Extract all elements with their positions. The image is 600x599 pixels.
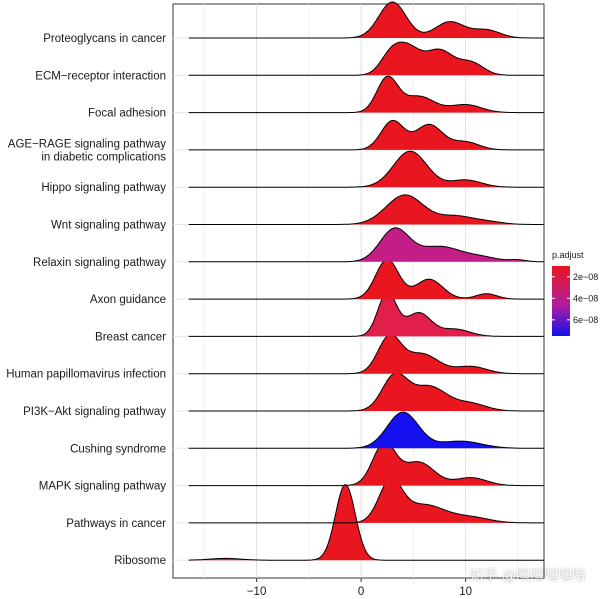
ridge-fill (188, 2, 544, 38)
y-axis-label: Breast cancer (95, 331, 166, 343)
ridge-outline (188, 41, 544, 76)
ridge-fill (188, 334, 544, 374)
x-tick-label: 10 (459, 586, 472, 598)
ridge-fill (188, 442, 544, 486)
ridge-outline (188, 75, 544, 114)
ridge-outline (188, 333, 544, 375)
ridge-outline (188, 484, 544, 561)
y-axis-label: Hippo signaling pathway (41, 182, 166, 194)
legend-tick-label: 2e−08 (573, 272, 598, 282)
ridge-fill (188, 372, 544, 411)
y-axis-label: Proteoglycans in cancer (43, 33, 166, 45)
ridge-outline (188, 441, 544, 487)
ridge-outline (188, 1, 544, 39)
y-axis-label: Focal adhesion (88, 108, 166, 120)
y-axis-labels: Proteoglycans in cancer ECM−receptor inte… (6, 33, 166, 567)
ridge-outline (188, 372, 544, 412)
ridge-fill (188, 42, 544, 76)
y-axis-label: MAPK signaling pathway (39, 481, 166, 493)
ridge-fill (188, 227, 544, 262)
x-tick-label: −10 (247, 586, 267, 598)
y-axis-label: Human papillomavirus infection (6, 369, 166, 381)
ridge-fill (188, 151, 544, 188)
y-axis-label: Relaxin signaling pathway (33, 257, 166, 269)
legend-tick-label: 6e−08 (573, 315, 598, 325)
ridge-fill (188, 76, 544, 113)
y-axis-label: Wnt signaling pathway (51, 220, 166, 232)
ridge-layer (188, 1, 544, 561)
ridge-fill (188, 120, 544, 150)
y-axis-label: Pathways in cancer (66, 518, 166, 530)
ridge-fill (188, 259, 544, 300)
legend: p.adjust 2e−08 4e−08 6e−08 (552, 250, 598, 336)
ridge-fill (188, 194, 544, 225)
ridge-fill (188, 412, 544, 449)
x-axis-ticks: −10 0 10 (247, 578, 472, 598)
ridge-outline (188, 291, 544, 337)
ridge-outline (188, 194, 544, 225)
y-axis-label: PI3K−Akt signaling pathway (23, 406, 166, 418)
grid-layer (173, 4, 544, 578)
y-axis-label: Axon guidance (90, 294, 166, 306)
ridge-outline (188, 150, 544, 188)
y-axis-label: AGE−RAGE signaling pathway in diabetic co… (8, 138, 166, 163)
plot-panel (172, 3, 545, 579)
ridge-outline (188, 411, 544, 449)
legend-tick-label: 4e−08 (573, 293, 598, 303)
ridge-outline (188, 119, 544, 151)
legend-colorbar (552, 266, 570, 336)
y-axis-label: Cushing syndrome (70, 443, 166, 455)
y-axis-label: Ribosome (114, 555, 166, 567)
ridge-outline (188, 258, 544, 300)
ridge-outline (188, 477, 544, 524)
legend-title: p.adjust (552, 250, 584, 260)
x-tick-label: 0 (358, 586, 364, 598)
y-axis-label: ECM−receptor interaction (35, 70, 166, 82)
ridge-outline (188, 227, 544, 263)
watermark: 知乎 @嘿嘿嘿嘿哈 (469, 568, 586, 584)
